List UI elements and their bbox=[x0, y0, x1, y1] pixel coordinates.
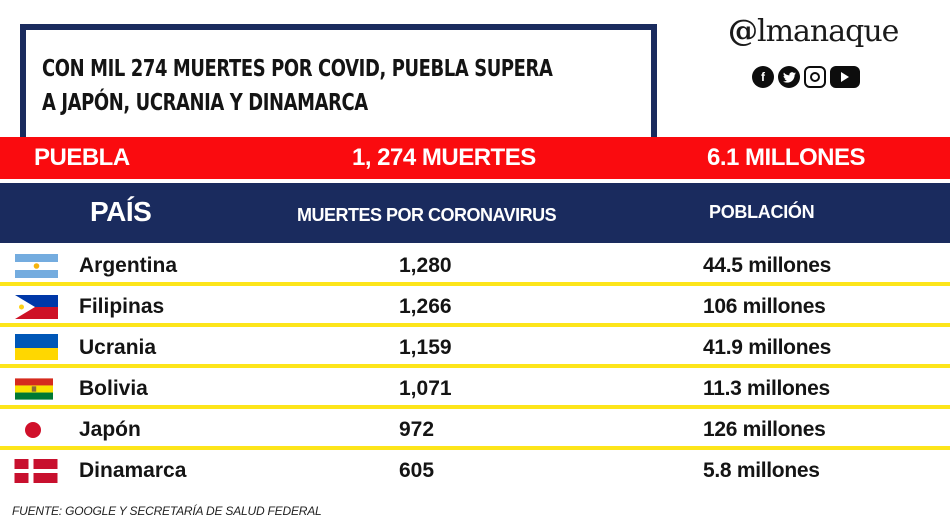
country-name: Ucrania bbox=[79, 336, 157, 359]
header-country: PAÍS bbox=[90, 196, 152, 227]
header-deaths: MUERTES POR CORONAVIRUS bbox=[297, 205, 557, 225]
title-line-2: A JAPÓN, UCRANIA Y DINAMARCA bbox=[42, 90, 368, 116]
population-value: 5.8 millones bbox=[703, 459, 820, 482]
title-box: CON MIL 274 MUERTES POR COVID, PUEBLA SU… bbox=[20, 24, 657, 149]
deaths-value: 972 bbox=[399, 418, 435, 441]
page-title: CON MIL 274 MUERTES POR COVID, PUEBLA SU… bbox=[42, 52, 553, 120]
population-value: 44.5 millones bbox=[703, 254, 831, 277]
country-name: Filipinas bbox=[79, 295, 165, 318]
japan-flag-icon bbox=[25, 422, 41, 438]
table-row: Argentina 1,280 44.5 millones bbox=[0, 245, 950, 286]
title-line-1: CON MIL 274 MUERTES POR COVID, PUEBLA SU… bbox=[42, 56, 553, 82]
twitter-icon[interactable] bbox=[778, 66, 800, 88]
ukraine-flag-icon bbox=[15, 334, 58, 360]
youtube-icon[interactable] bbox=[830, 66, 860, 88]
table-row: Ucrania 1,159 41.9 millones bbox=[0, 327, 950, 368]
highlight-name: PUEBLA bbox=[34, 144, 130, 171]
header-population: POBLACIÓN bbox=[709, 202, 815, 222]
deaths-value: 1,159 bbox=[399, 336, 452, 359]
highlight-deaths: 1, 274 MUERTES bbox=[352, 144, 536, 171]
deaths-value: 1,280 bbox=[399, 254, 452, 277]
table-row: Japón 972 126 millones bbox=[0, 409, 950, 450]
population-value: 11.3 millones bbox=[703, 377, 830, 400]
social-links: f bbox=[752, 66, 860, 88]
table-row: Bolivia 1,071 11.3 millones bbox=[0, 368, 950, 409]
facebook-icon[interactable]: f bbox=[752, 66, 774, 88]
philippines-flag-icon bbox=[15, 295, 58, 319]
denmark-flag-icon bbox=[14, 459, 58, 483]
argentina-flag-icon bbox=[15, 254, 58, 278]
table-body: Argentina 1,280 44.5 millones Filipinas … bbox=[0, 245, 950, 491]
population-value: 41.9 millones bbox=[703, 336, 831, 359]
country-name: Dinamarca bbox=[79, 459, 187, 482]
brand: @lmanaque f bbox=[728, 14, 899, 94]
bolivia-flag-icon bbox=[15, 378, 53, 400]
population-value: 126 millones bbox=[703, 418, 826, 441]
country-name: Argentina bbox=[79, 254, 178, 277]
deaths-value: 1,071 bbox=[399, 377, 452, 400]
deaths-value: 605 bbox=[399, 459, 435, 482]
puebla-highlight-bar: PUEBLA 1, 274 MUERTES 6.1 MILLONES bbox=[0, 137, 950, 179]
table-row: Filipinas 1,266 106 millones bbox=[0, 286, 950, 327]
table-header: PAÍS MUERTES POR CORONAVIRUS POBLACIÓN bbox=[0, 183, 950, 243]
source-note: FUENTE: GOOGLE Y SECRETARÍA DE SALUD FED… bbox=[12, 504, 322, 518]
instagram-icon[interactable] bbox=[804, 66, 826, 88]
country-name: Japón bbox=[79, 418, 141, 441]
table-row: Dinamarca 605 5.8 millones bbox=[0, 450, 950, 491]
almanaque-logo[interactable]: @lmanaque bbox=[728, 14, 899, 49]
magnifier-at-icon: @ bbox=[728, 14, 758, 49]
highlight-population: 6.1 MILLONES bbox=[707, 144, 866, 171]
brand-name: lmanaque bbox=[757, 14, 899, 49]
population-value: 106 millones bbox=[703, 295, 826, 318]
deaths-value: 1,266 bbox=[399, 295, 452, 318]
country-name: Bolivia bbox=[79, 377, 148, 400]
